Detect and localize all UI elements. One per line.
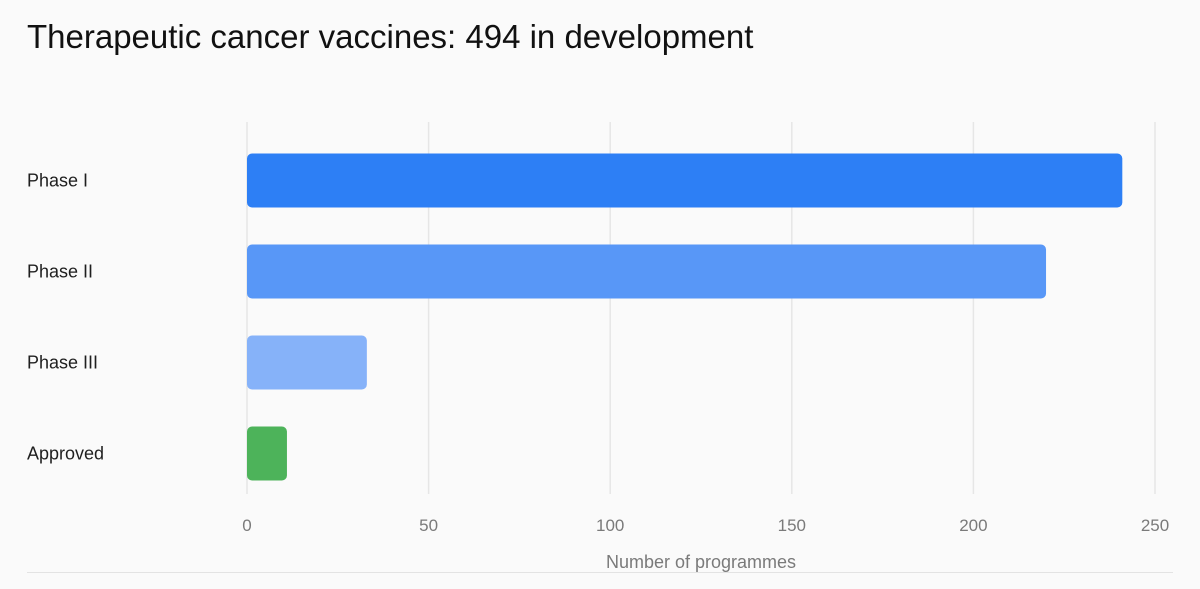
bars — [247, 153, 1123, 481]
x-axis-title: Number of programmes — [606, 552, 796, 572]
category-label: Phase III — [27, 353, 98, 373]
bar-approved — [247, 426, 287, 481]
category-label: Phase II — [27, 262, 93, 282]
bottom-divider — [27, 572, 1173, 573]
x-tick-label: 100 — [596, 516, 624, 535]
x-tick-label: 0 — [242, 516, 251, 535]
category-labels: Phase I Phase II Phase III Approved — [27, 171, 104, 464]
category-label: Phase I — [27, 171, 88, 191]
x-tick-label: 150 — [778, 516, 806, 535]
category-label: Approved — [27, 444, 104, 464]
x-tick-label: 200 — [959, 516, 987, 535]
bar-phase-ii — [247, 244, 1047, 299]
x-tick-label: 250 — [1141, 516, 1169, 535]
x-tick-label: 50 — [419, 516, 438, 535]
bar-phase-i — [247, 153, 1123, 208]
chart-title: Therapeutic cancer vaccines: 494 in deve… — [27, 18, 754, 55]
bar-phase-iii — [247, 335, 367, 390]
x-tick-labels: 0 50 100 150 200 250 — [242, 516, 1169, 535]
